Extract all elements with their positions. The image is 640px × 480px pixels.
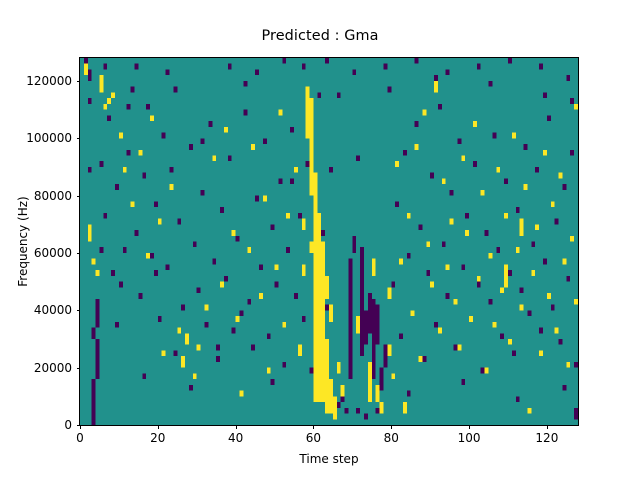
y-tick-mark [76, 252, 80, 254]
y-tick-label: 40000 [33, 303, 72, 318]
x-tick-mark [546, 425, 548, 429]
x-tick-label: 120 [535, 431, 559, 445]
heatmap-image [80, 58, 578, 425]
y-tick-mark [76, 80, 80, 82]
y-tick-mark [76, 138, 80, 140]
x-tick-label: 0 [76, 431, 84, 445]
page-title: Predicted : Gma [261, 28, 379, 44]
y-tick-label: 120000 [26, 73, 72, 88]
y-tick-label: 20000 [33, 360, 72, 375]
x-tick-label: 100 [457, 431, 481, 445]
x-tick-mark [235, 425, 237, 429]
y-tick-label: 80000 [33, 188, 72, 203]
y-tick-mark [76, 310, 80, 312]
x-tick-label: 20 [150, 431, 166, 445]
plot-axes [79, 57, 579, 426]
x-tick-mark [157, 425, 159, 429]
x-tick-label: 60 [305, 431, 322, 445]
y-tick-mark [76, 425, 80, 426]
x-tick-label: 40 [227, 431, 244, 445]
x-tick-mark [80, 425, 81, 429]
x-tick-label: 80 [383, 431, 399, 445]
y-tick-mark [76, 367, 80, 369]
x-tick-mark [313, 425, 315, 429]
x-axis-label: Time step [299, 452, 359, 466]
y-tick-label: 60000 [33, 245, 72, 260]
x-tick-mark [469, 425, 471, 429]
y-tick-label: 100000 [26, 131, 72, 146]
y-tick-mark [76, 195, 80, 197]
y-tick-label: 0 [64, 418, 72, 432]
x-tick-mark [391, 425, 393, 429]
